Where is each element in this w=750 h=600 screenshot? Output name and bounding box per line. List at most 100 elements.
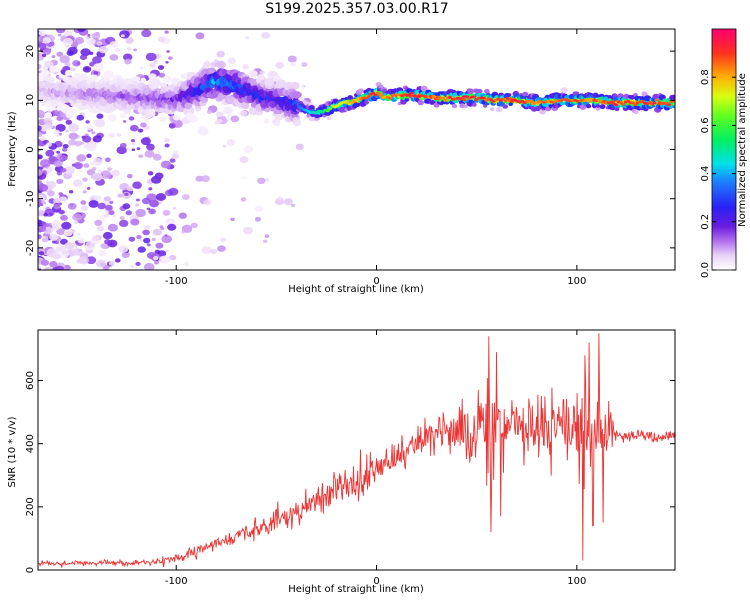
ridge-cell: [149, 111, 156, 117]
noise-blob: [158, 72, 166, 78]
noise-blob: [130, 124, 139, 132]
x-tick-label: -100: [165, 576, 188, 587]
noise-blob: [41, 259, 49, 266]
noise-blob: [72, 179, 83, 187]
ridge-peak: [366, 95, 371, 98]
noise-blob: [119, 219, 129, 227]
noise-blob: [56, 51, 63, 57]
ridge-cell: [48, 77, 55, 83]
x-tick-label: 0: [373, 276, 379, 287]
noise-blob: [86, 256, 97, 265]
ridge-peak: [388, 97, 393, 100]
noise-blob: [151, 237, 156, 241]
noise-blob: [214, 120, 221, 125]
noise-blob: [116, 146, 127, 155]
ridge-cell: [161, 82, 168, 88]
noise-blob: [167, 223, 177, 231]
noise-blob: [76, 61, 81, 65]
noise-blob: [72, 60, 81, 67]
noise-blob: [109, 41, 119, 48]
noise-blob: [96, 113, 104, 119]
noise-blob: [166, 50, 170, 53]
noise-blob: [259, 70, 265, 75]
ridge-cell: [404, 97, 410, 102]
ridge-peak: [344, 100, 349, 103]
x-tick-label: -100: [165, 276, 188, 287]
noise-blob: [135, 208, 146, 218]
ridge-peak: [614, 103, 619, 107]
noise-blob: [199, 125, 206, 131]
colorbar-label: Normalized spectral amplitude: [737, 73, 748, 227]
noise-blob: [242, 226, 254, 235]
noise-blob: [164, 30, 169, 34]
noise-blob: [53, 129, 60, 135]
noise-blob: [116, 133, 122, 137]
noise-blob: [164, 143, 170, 148]
noise-blob: [39, 120, 43, 124]
ridge-peak: [597, 99, 602, 103]
ridge-cell: [641, 91, 648, 97]
noise-blob: [70, 67, 76, 72]
noise-blob: [92, 56, 102, 64]
ridge-cell: [644, 95, 652, 102]
noise-blob: [276, 196, 283, 201]
noise-blob: [39, 136, 46, 141]
noise-blob: [78, 256, 89, 265]
noise-blob: [127, 173, 133, 179]
noise-blob: [86, 169, 96, 176]
noise-blob: [136, 147, 141, 151]
noise-blob: [59, 154, 68, 161]
noise-blob: [195, 32, 205, 40]
ridge-cell: [76, 98, 83, 104]
noise-blob: [242, 64, 249, 70]
noise-blob: [38, 265, 42, 269]
noise-blob: [124, 192, 129, 196]
noise-blob: [220, 237, 227, 243]
noise-blob: [38, 234, 42, 240]
noise-blob: [38, 109, 45, 118]
ridge-cell: [672, 94, 675, 100]
noise-blob: [171, 153, 180, 159]
noise-blob: [68, 190, 74, 194]
noise-blob: [115, 48, 120, 52]
ridge-cell: [257, 74, 265, 81]
ridge-cell: [274, 121, 281, 127]
noise-blob: [275, 62, 284, 69]
noise-blob: [155, 193, 167, 201]
colorbar-tick-label: 0.4: [700, 166, 711, 182]
noise-blob: [164, 138, 170, 143]
ridge-cell: [357, 88, 364, 94]
noise-blob: [302, 85, 306, 88]
noise-blob: [118, 245, 129, 253]
ridge-cell: [471, 102, 477, 107]
noise-blob: [164, 234, 168, 237]
noise-blob: [61, 221, 72, 230]
noise-blob: [74, 220, 79, 224]
spectrogram-plot-area: [38, 29, 675, 270]
noise-blob: [104, 213, 110, 218]
noise-blob: [140, 137, 151, 146]
noise-blob: [94, 195, 102, 202]
noise-blob: [38, 63, 42, 70]
snr-x-ticks: -100 0 100: [165, 330, 586, 587]
noise-blob: [132, 181, 142, 189]
spectrogram-x-ticks: -100 0 100: [165, 29, 586, 287]
noise-blob: [261, 32, 271, 39]
ridge-peak: [633, 103, 638, 106]
ridge-cell: [299, 96, 305, 102]
noise-blob: [38, 225, 47, 233]
ridge-cell: [672, 101, 675, 107]
noise-blob: [38, 199, 42, 205]
noise-blob: [65, 119, 73, 125]
noise-blob: [38, 193, 47, 201]
noise-blob: [155, 242, 164, 249]
noise-blob: [206, 109, 213, 114]
x-tick-label: 100: [567, 276, 586, 287]
noise-blob: [102, 231, 113, 240]
noise-blob: [38, 131, 43, 138]
noise-blob: [148, 208, 156, 215]
noise-blob: [182, 194, 190, 200]
noise-blob: [87, 34, 91, 37]
noise-blob: [98, 215, 106, 222]
ridge-cell: [67, 108, 77, 116]
